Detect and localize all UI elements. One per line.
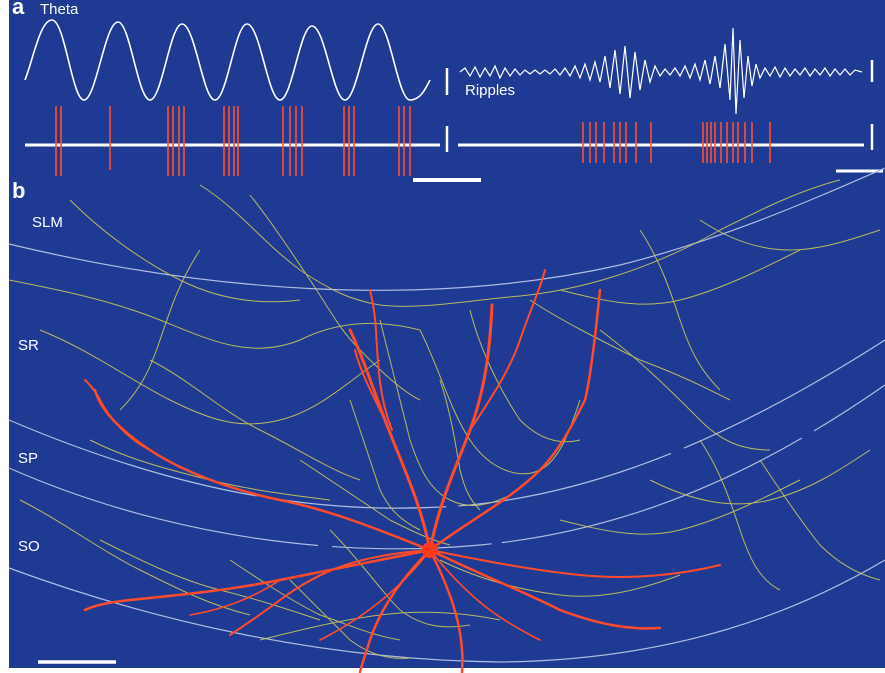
axon-arbor: [8, 179, 881, 659]
layer-label-sr: SR: [18, 337, 39, 354]
panel-b-letter: b: [12, 178, 26, 203]
soma: [422, 542, 438, 558]
ripples-trace: [459, 27, 863, 115]
layer-label-so: SO: [18, 538, 40, 555]
theta-trace: [24, 19, 431, 101]
theta-spikes: [55, 106, 411, 176]
panel-a-letter: a: [12, 0, 25, 19]
panel-b-background: [9, 180, 885, 668]
ripples-spikes: [582, 122, 771, 163]
dendrites: [83, 269, 721, 673]
theta-label: Theta: [40, 1, 79, 18]
layer-label-slm: SLM: [32, 214, 63, 231]
layer-label-sp: SP: [18, 450, 39, 467]
ripples-label: Ripples: [465, 82, 516, 99]
